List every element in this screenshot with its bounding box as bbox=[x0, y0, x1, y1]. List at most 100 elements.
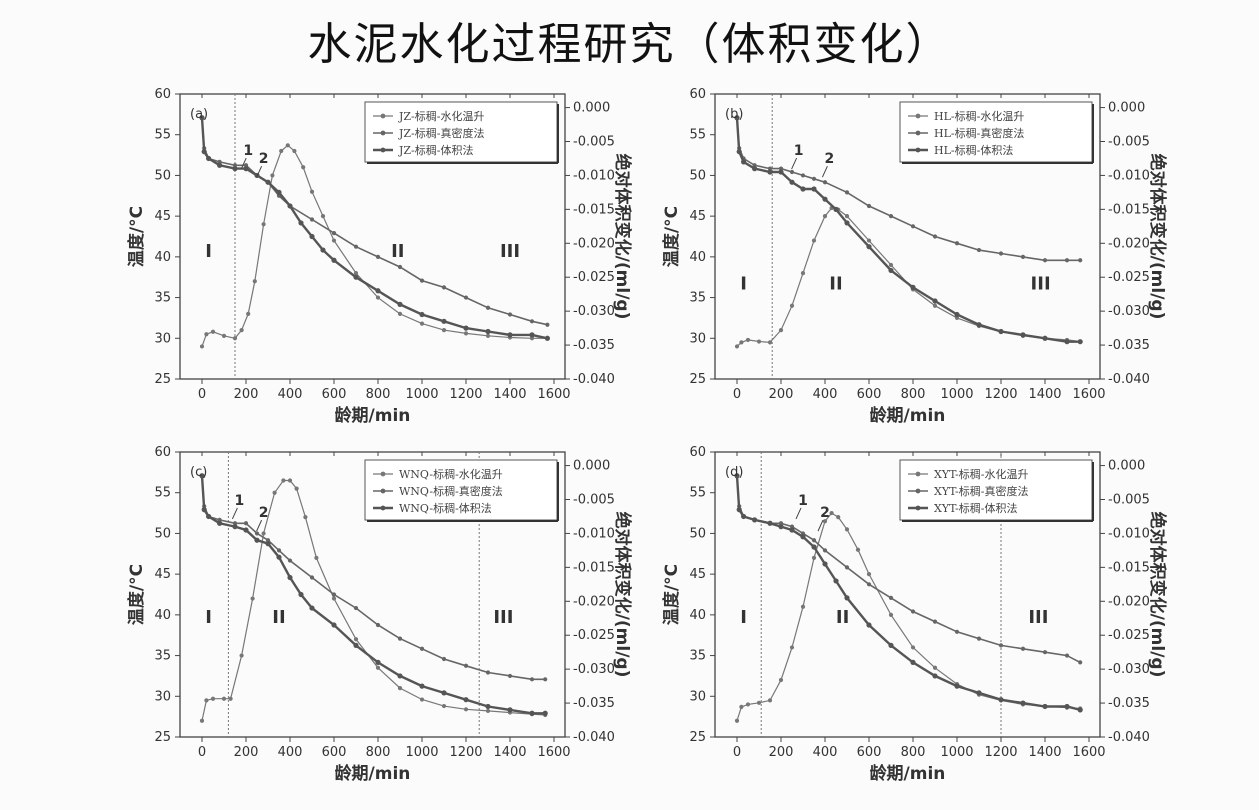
data-point bbox=[734, 718, 740, 723]
x-tick-label: 1200 bbox=[984, 387, 1017, 402]
data-point bbox=[976, 247, 982, 253]
data-point bbox=[270, 173, 275, 178]
stage-label: II bbox=[829, 273, 842, 294]
plot-frame bbox=[179, 451, 566, 738]
stage-label: III bbox=[1028, 607, 1048, 628]
x-tick-label: 800 bbox=[901, 745, 926, 760]
data-point bbox=[752, 166, 758, 172]
y-tick-label: 60 bbox=[154, 87, 171, 102]
data-point bbox=[285, 143, 290, 148]
legend-entry: XYT-标稠-水化温升 bbox=[934, 467, 1028, 481]
data-point bbox=[756, 339, 762, 344]
data-point bbox=[855, 547, 861, 552]
data-point bbox=[789, 527, 795, 533]
data-point bbox=[734, 473, 740, 479]
data-point bbox=[204, 698, 209, 703]
data-point bbox=[463, 707, 469, 712]
data-point bbox=[301, 165, 306, 170]
legend-swatch-marker bbox=[915, 147, 921, 153]
peak-label: 2 bbox=[259, 151, 269, 167]
y-tick-label: 40 bbox=[154, 608, 171, 623]
legend-entry: WNQ-标稠-体积法 bbox=[399, 501, 492, 515]
stage-label: I bbox=[740, 273, 747, 294]
y2-tick-label: -0.005 bbox=[1108, 493, 1150, 508]
legend-entry: HL-标稠-体积法 bbox=[934, 143, 1013, 157]
x-tick-label: 1400 bbox=[493, 387, 526, 402]
data-point bbox=[210, 329, 216, 334]
data-point bbox=[353, 605, 359, 611]
y-tick-label: 35 bbox=[689, 649, 706, 664]
legend-swatch-marker bbox=[380, 505, 386, 511]
peak-arrow bbox=[795, 507, 802, 520]
y-tick-label: 55 bbox=[154, 128, 171, 143]
x-tick-label: 200 bbox=[234, 387, 259, 402]
chart-d-svg: 0 200 400 600 800 1000 1200 1400 1600 25 30 35 40 45 5… bbox=[661, 445, 1168, 784]
y2-tick-label: -0.040 bbox=[1108, 372, 1150, 387]
y2-tick-label: -0.010 bbox=[1108, 526, 1150, 541]
data-point bbox=[910, 284, 916, 290]
y-tick-label: 50 bbox=[154, 168, 171, 183]
data-point bbox=[998, 328, 1004, 335]
data-point bbox=[976, 690, 982, 696]
stage-label: III bbox=[500, 241, 520, 262]
plot-frame bbox=[714, 93, 1101, 380]
peak-arrow bbox=[256, 166, 263, 178]
y-axis-label: 温度/°C bbox=[661, 564, 682, 625]
series-line-2 bbox=[201, 117, 548, 326]
data-point bbox=[298, 220, 304, 226]
y2-tick-label: -0.025 bbox=[573, 628, 615, 643]
data-point bbox=[353, 642, 359, 648]
y2-tick-label: 0.000 bbox=[1108, 101, 1145, 116]
data-point bbox=[298, 591, 304, 598]
data-point bbox=[221, 333, 227, 338]
x-tick-label: 1600 bbox=[1072, 387, 1105, 402]
y2-tick-label: -0.010 bbox=[573, 168, 615, 183]
y-tick-label: 55 bbox=[689, 128, 706, 143]
x-tick-label: 400 bbox=[278, 387, 303, 402]
y-tick-label: 60 bbox=[689, 445, 706, 460]
data-point bbox=[309, 605, 315, 611]
data-point bbox=[199, 344, 205, 349]
data-point bbox=[800, 534, 806, 540]
data-point bbox=[309, 217, 315, 222]
data-point bbox=[441, 318, 447, 324]
data-point bbox=[800, 271, 806, 276]
data-point bbox=[507, 312, 513, 317]
data-point bbox=[1064, 339, 1070, 345]
data-point bbox=[485, 328, 491, 335]
data-point bbox=[739, 704, 744, 709]
data-point bbox=[309, 575, 315, 580]
data-point bbox=[745, 702, 751, 707]
data-point bbox=[811, 538, 817, 543]
y2-tick-label: -0.035 bbox=[1108, 696, 1150, 711]
x-tick-label: 1600 bbox=[537, 387, 570, 402]
data-point bbox=[217, 520, 223, 526]
data-point bbox=[419, 278, 425, 283]
data-point bbox=[1064, 258, 1070, 263]
y2-tick-label: 0.000 bbox=[573, 101, 610, 116]
data-point bbox=[441, 703, 447, 709]
data-point bbox=[529, 677, 535, 682]
data-point bbox=[844, 595, 850, 601]
data-point bbox=[1078, 660, 1083, 665]
data-point bbox=[276, 554, 282, 560]
legend-swatch-marker bbox=[380, 147, 386, 153]
data-point bbox=[544, 335, 550, 341]
peak-arrow bbox=[240, 157, 247, 170]
y2-tick-label: -0.020 bbox=[573, 594, 615, 609]
y2-tick-label: -0.020 bbox=[573, 236, 615, 251]
data-point bbox=[239, 653, 244, 658]
plot-frame bbox=[714, 451, 1101, 738]
y-tick-label: 25 bbox=[154, 730, 171, 745]
y-tick-label: 45 bbox=[689, 567, 706, 582]
data-point bbox=[1042, 703, 1048, 710]
data-point bbox=[375, 622, 381, 628]
data-point bbox=[844, 220, 850, 226]
data-point bbox=[261, 531, 266, 536]
y2-axis-label: 绝对体积变化/(ml/g) bbox=[1147, 512, 1168, 678]
data-point bbox=[976, 636, 982, 641]
data-point bbox=[353, 637, 359, 642]
data-point bbox=[1064, 703, 1070, 710]
x-tick-label: 200 bbox=[769, 387, 794, 402]
x-tick-label: 0 bbox=[198, 745, 206, 760]
